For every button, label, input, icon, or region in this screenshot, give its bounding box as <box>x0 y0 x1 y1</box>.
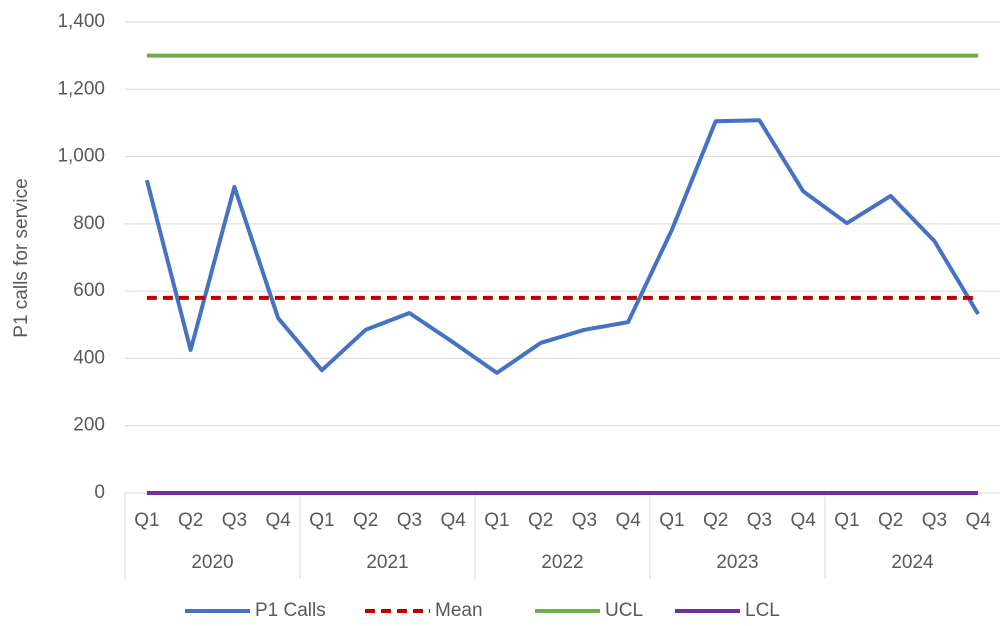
x-group-label: 2020 <box>191 552 233 573</box>
y-tick-label: 1,000 <box>57 146 105 167</box>
legend-label: LCL <box>745 600 780 621</box>
x-tick-label: Q1 <box>134 510 159 531</box>
x-tick-label: Q4 <box>790 510 816 531</box>
legend-label: UCL <box>605 600 643 621</box>
x-tick-label: Q1 <box>309 510 334 531</box>
legend-label: P1 Calls <box>255 600 326 621</box>
x-tick-label: Q2 <box>878 510 903 531</box>
x-tick-label: Q3 <box>922 510 947 531</box>
y-tick-label: 800 <box>73 213 105 234</box>
x-tick-label: Q1 <box>834 510 859 531</box>
legend-label: Mean <box>435 600 483 621</box>
y-tick-label: 400 <box>73 347 105 368</box>
x-tick-label: Q4 <box>265 510 291 531</box>
x-tick-label: Q2 <box>178 510 203 531</box>
x-tick-label: Q4 <box>615 510 641 531</box>
y-tick-label: 0 <box>94 482 105 503</box>
x-group-label: 2023 <box>716 552 758 573</box>
x-group-label: 2021 <box>366 552 408 573</box>
x-tick-label: Q2 <box>353 510 378 531</box>
series-line <box>144 118 980 375</box>
y-tick-label: 1,200 <box>57 78 105 99</box>
x-group-label: 2024 <box>891 552 934 573</box>
y-tick-label: 200 <box>73 415 105 436</box>
x-group-label: 2022 <box>541 552 583 573</box>
y-tick-label: 1,400 <box>57 11 105 32</box>
x-tick-label: Q2 <box>703 510 728 531</box>
y-tick-label: 600 <box>73 280 105 301</box>
x-tick-label: Q3 <box>397 510 422 531</box>
x-tick-label: Q3 <box>747 510 772 531</box>
y-axis-label: P1 calls for service <box>11 178 32 337</box>
x-tick-label: Q4 <box>965 510 991 531</box>
x-tick-label: Q3 <box>222 510 247 531</box>
x-tick-label: Q1 <box>484 510 509 531</box>
x-tick-label: Q4 <box>440 510 466 531</box>
x-tick-label: Q3 <box>572 510 597 531</box>
x-tick-label: Q2 <box>528 510 553 531</box>
x-tick-label: Q1 <box>659 510 684 531</box>
